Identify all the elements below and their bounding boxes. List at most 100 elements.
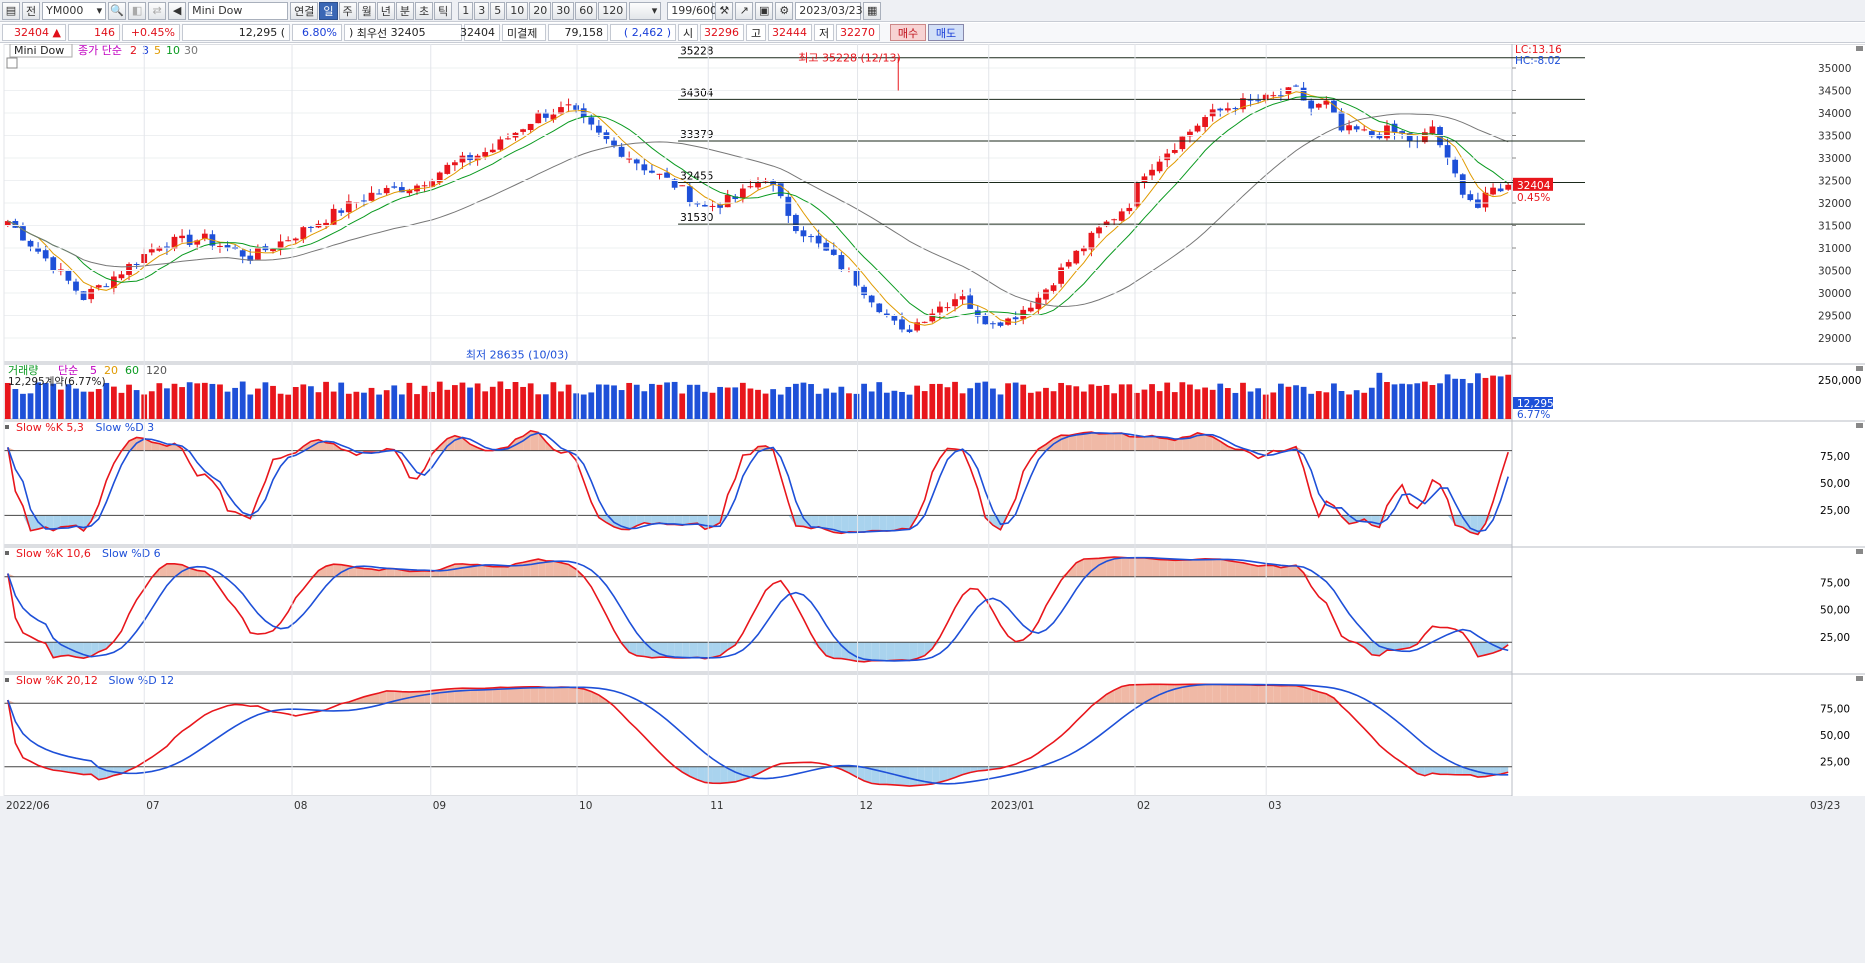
overbought-fill	[447, 564, 455, 577]
volume-bar	[421, 385, 428, 419]
interval-button-3[interactable]: 3	[474, 1, 490, 20]
candle-body	[914, 322, 921, 331]
overbought-fill	[1083, 432, 1092, 451]
volume-bar	[823, 388, 830, 419]
candle-body	[899, 319, 905, 330]
symbol-input[interactable]: YM000 ▾	[42, 1, 107, 20]
chevron-down-icon: ▾	[651, 4, 658, 17]
volume-bar	[95, 389, 102, 419]
save-icon[interactable]: ▣	[755, 1, 774, 20]
overbought-fill	[1136, 684, 1145, 704]
stoch-tick: 50,00	[1820, 730, 1850, 742]
volume-bar	[558, 391, 564, 419]
candle-body	[429, 181, 436, 187]
volume-bar	[747, 388, 754, 419]
interval-button-20[interactable]: 20	[529, 1, 552, 20]
candle-body	[1475, 199, 1481, 208]
interval-dropdown[interactable]: ▾	[629, 1, 662, 20]
search-icon[interactable]: 🔍	[108, 1, 127, 20]
oversold-fill	[682, 766, 690, 777]
volume-bar	[474, 383, 481, 419]
volume-bar	[1141, 389, 1148, 419]
volume-bar	[861, 383, 867, 419]
volume-bar	[1391, 384, 1398, 419]
interval-button-1[interactable]: 1	[458, 1, 474, 20]
period-tab-0[interactable]: 연결	[290, 1, 319, 20]
oversold-fill	[91, 766, 99, 780]
draw-tool-icon[interactable]: ↗	[735, 1, 754, 20]
period-tab-5[interactable]: 분	[395, 1, 414, 20]
front-month-label: 최우선	[356, 26, 388, 40]
candle-body	[65, 270, 72, 281]
ma-period-2: 2	[130, 44, 137, 57]
sound-icon[interactable]: ◀	[168, 1, 187, 20]
overbought-fill	[1114, 433, 1122, 451]
stoch-tick: 75,00	[1820, 704, 1850, 716]
buy-button[interactable]: 매수	[890, 24, 926, 41]
interval-button-30[interactable]: 30	[552, 1, 575, 20]
volume-bar	[1126, 384, 1133, 419]
volume-bar	[1134, 392, 1140, 419]
volume-bar	[573, 393, 580, 419]
overbought-fill	[515, 686, 524, 704]
change: 146	[68, 24, 120, 41]
calendar-icon[interactable]: ▦	[863, 1, 882, 20]
candle-body	[444, 164, 451, 174]
oversold-fill	[75, 766, 84, 775]
volume-bar	[603, 384, 610, 419]
overbought-fill	[1106, 433, 1115, 451]
interval-button-120[interactable]: 120	[598, 1, 628, 20]
period-tab-7[interactable]: 틱	[434, 1, 453, 20]
interval-button-10[interactable]: 10	[506, 1, 529, 20]
period-tab-4[interactable]: 년	[376, 1, 395, 20]
volume-bar	[565, 384, 572, 419]
overbought-fill	[7, 699, 16, 704]
panel-max-icon	[1856, 423, 1863, 428]
overbought-fill	[462, 437, 471, 451]
count-input[interactable]: 199/600	[667, 1, 717, 20]
overbought-fill	[1296, 685, 1304, 704]
level-label-34304: 34304	[680, 87, 714, 99]
overbought-fill	[363, 568, 372, 577]
candle-body	[489, 149, 496, 153]
gear-icon[interactable]: ⚙	[775, 1, 794, 20]
volume-bar	[611, 385, 617, 419]
overbought-fill	[1152, 558, 1160, 577]
period-tab-3[interactable]: 월	[357, 1, 376, 20]
volume-bar	[277, 393, 284, 419]
period-tab-1[interactable]: 일	[319, 1, 338, 20]
market-select[interactable]: 전	[22, 1, 41, 20]
candle-body	[990, 323, 996, 325]
compare-icon[interactable]: ⇄	[148, 1, 167, 20]
open-price: 32296	[700, 24, 744, 41]
period-tab-6[interactable]: 초	[415, 1, 434, 20]
date-input[interactable]: 2023/03/23	[795, 1, 863, 20]
last-value: 32404	[460, 24, 500, 41]
open-label: 시	[678, 24, 698, 41]
price-tick-29500: 29500	[1818, 311, 1851, 323]
price-tick-34500: 34500	[1818, 86, 1851, 98]
chart-area[interactable]: 35228 34304 33379 32455 31530 35000 34500 34000…	[0, 44, 1865, 963]
overbought-fill	[1242, 562, 1251, 577]
volume-bar	[1073, 386, 1080, 419]
volume-bar	[664, 382, 670, 419]
volume-bar	[383, 390, 390, 419]
candle-body	[1240, 98, 1246, 110]
volume-bar	[679, 393, 686, 419]
candle-body	[664, 172, 670, 178]
period-tab-2[interactable]: 주	[338, 1, 357, 20]
overbought-fill	[159, 563, 167, 577]
candle-body	[793, 214, 799, 232]
front-month: ) 최우선 32405	[344, 24, 462, 41]
vol-ma-5: 5	[90, 364, 97, 377]
volume-bar	[883, 392, 890, 419]
sell-button[interactable]: 매도	[928, 24, 964, 41]
interval-button-5[interactable]: 5	[490, 1, 506, 20]
candle-body	[952, 299, 958, 307]
interval-button-60[interactable]: 60	[575, 1, 598, 20]
prev-symbol-icon[interactable]: ◧	[128, 1, 147, 20]
candle-body	[808, 236, 814, 238]
candle-body	[944, 307, 951, 309]
window-menu-icon[interactable]: ▤	[2, 1, 20, 20]
candle-settings-icon[interactable]: ⚒	[715, 1, 734, 20]
